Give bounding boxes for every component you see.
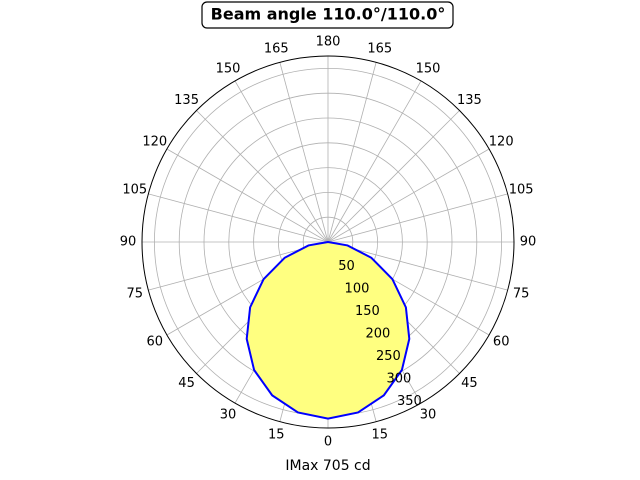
- angle-tick-label: 165: [367, 41, 392, 56]
- angle-tick-label: 90: [120, 235, 137, 250]
- grid-spoke: [166, 148, 329, 243]
- chart-title: Beam angle 110.0°/110.0°: [211, 5, 446, 24]
- angle-tick-label: 165: [264, 41, 289, 56]
- angle-tick-label: 0: [324, 435, 332, 450]
- angle-tick-label: 180: [316, 35, 341, 50]
- angle-tick-label: 105: [509, 183, 534, 198]
- angle-tick-label: 15: [371, 428, 388, 443]
- angle-tick-label: 75: [127, 286, 144, 301]
- grid-spoke: [196, 110, 329, 243]
- angle-tick-label: 60: [147, 335, 164, 350]
- grid-spoke: [148, 193, 329, 243]
- angle-tick-label: 150: [416, 61, 441, 76]
- title-box: [201, 1, 454, 29]
- r-tick-label: 150: [355, 304, 380, 319]
- angle-tick-label: 45: [461, 376, 478, 391]
- angle-tick-label: 45: [178, 376, 195, 391]
- grid-spoke: [327, 110, 460, 243]
- grid-spoke: [279, 62, 329, 243]
- polar-frame: [141, 55, 515, 429]
- angle-tick-label: 75: [513, 286, 530, 301]
- r-tick-label: 50: [338, 259, 355, 274]
- x-axis-label: IMax 705 cd: [285, 458, 370, 474]
- r-tick-label: 300: [386, 371, 411, 386]
- grid-spoke: [327, 148, 490, 243]
- grid-spoke: [327, 193, 508, 243]
- angle-tick-label: 90: [520, 235, 537, 250]
- angle-tick-label: 135: [174, 93, 199, 108]
- r-tick-label: 200: [366, 326, 391, 341]
- r-tick-label: 100: [345, 281, 370, 296]
- grid-spoke: [327, 80, 422, 243]
- angle-tick-label: 30: [420, 408, 437, 423]
- angle-tick-label: 120: [142, 135, 167, 150]
- angle-tick-label: 15: [268, 428, 285, 443]
- angle-tick-label: 150: [216, 61, 241, 76]
- angle-tick-label: 105: [122, 183, 147, 198]
- angle-tick-label: 120: [489, 135, 514, 150]
- grid-spoke: [327, 62, 377, 243]
- angle-tick-label: 30: [220, 408, 237, 423]
- r-tick-label: 250: [376, 349, 401, 364]
- angle-tick-label: 135: [457, 93, 482, 108]
- r-tick-label: 350: [397, 394, 422, 409]
- angle-tick-label: 60: [493, 335, 510, 350]
- grid-spoke: [234, 80, 329, 243]
- intensity-curve: [245, 240, 411, 420]
